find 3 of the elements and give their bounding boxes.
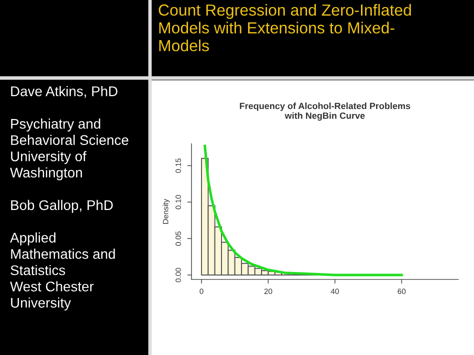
text: Count Regression and Zero-Inflated Models with Extensions to Mixed- Models xyxy=(158,4,411,52)
chart-title: Frequency of Alcohol-Related Problems with NegBin Curve xyxy=(240,102,410,121)
text: Dave Atkins, PhD Psychiatry and Behavioral Science University of Washington Bob Gallop, PhD Applied Mathematics and Statistics West Chester University xyxy=(10,86,128,310)
